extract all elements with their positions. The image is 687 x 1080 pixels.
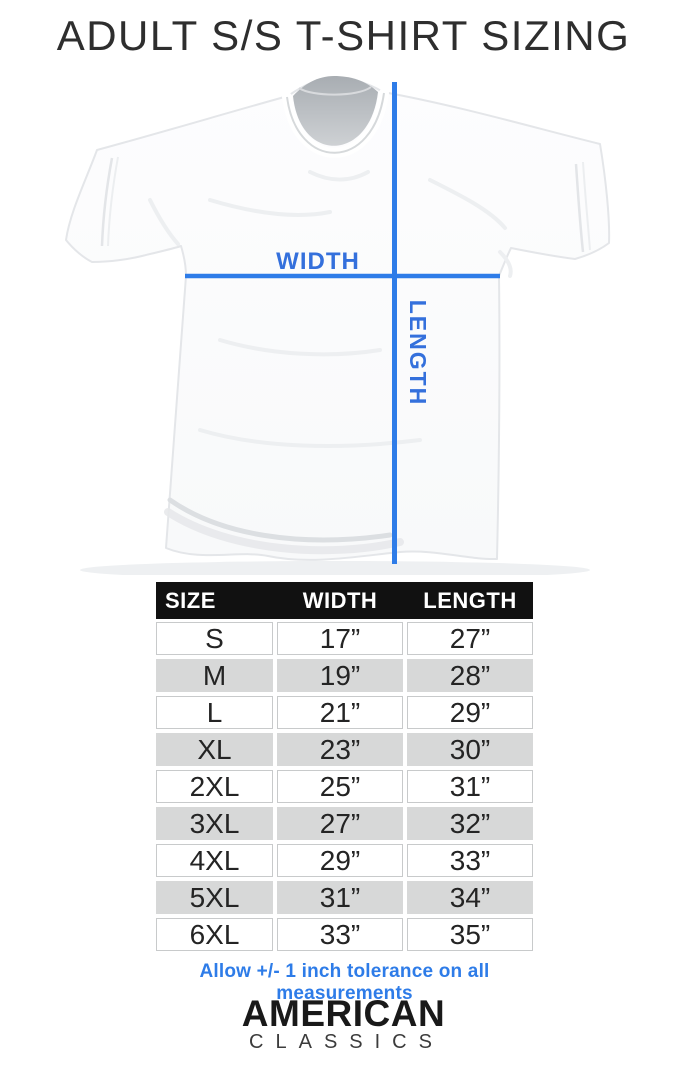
shirt-shadow xyxy=(80,561,590,579)
tshirt-diagram: WIDTH LENGTH xyxy=(40,70,640,579)
cell-size: L xyxy=(156,696,273,729)
cell-size: 6XL xyxy=(156,918,273,951)
cell-width: 27” xyxy=(277,807,403,840)
cell-width: 21” xyxy=(277,696,403,729)
cell-size: 3XL xyxy=(156,807,273,840)
left-cuff-seam xyxy=(100,157,114,247)
cell-width: 31” xyxy=(277,881,403,914)
table-row: L 21” 29” xyxy=(156,696,533,729)
cell-size: XL xyxy=(156,733,273,766)
brand-logo-secondary: CLASSICS xyxy=(249,1031,444,1053)
cell-width: 33” xyxy=(277,918,403,951)
cell-size: S xyxy=(156,622,273,655)
cell-size: 2XL xyxy=(156,770,273,803)
shirt-body xyxy=(65,77,611,561)
table-row: 5XL 31” 34” xyxy=(156,881,533,914)
size-table: SIZE WIDTH LENGTH S 17” 27” M 19” 28” L … xyxy=(156,582,533,951)
cell-length: 28” xyxy=(407,659,533,692)
hem-fold-shadow xyxy=(164,508,404,555)
cell-length: 32” xyxy=(407,807,533,840)
header-width: WIDTH xyxy=(302,587,378,613)
cell-length: 33” xyxy=(407,844,533,877)
right-cuff-seam xyxy=(574,163,585,253)
collar-ring-seam xyxy=(286,92,385,154)
cell-length: 30” xyxy=(407,733,533,766)
table-row: XL 23” 30” xyxy=(156,733,533,766)
table-row: S 17” 27” xyxy=(156,622,533,655)
cell-width: 19” xyxy=(277,659,403,692)
table-row: 6XL 33” 35” xyxy=(156,918,533,951)
table-row: 3XL 27” 32” xyxy=(156,807,533,840)
cell-size: 5XL xyxy=(156,881,273,914)
cell-length: 31” xyxy=(407,770,533,803)
right-cuff-seam-2 xyxy=(582,161,591,251)
collar-back-band xyxy=(298,86,372,96)
cell-length: 29” xyxy=(407,696,533,729)
cell-length: 27” xyxy=(407,622,533,655)
cell-width: 23” xyxy=(277,733,403,766)
size-table-body: S 17” 27” M 19” 28” L 21” 29” XL 23” 30”… xyxy=(156,622,533,951)
left-cuff-seam-2 xyxy=(107,156,119,247)
table-row: 4XL 29” 33” xyxy=(156,844,533,877)
table-row: 2XL 25” 31” xyxy=(156,770,533,803)
size-table-header: SIZE WIDTH LENGTH xyxy=(156,582,533,619)
tolerance-note: Allow +/- 1 inch tolerance on all measur… xyxy=(199,961,490,1004)
cell-width: 29” xyxy=(277,844,403,877)
cell-size: 4XL xyxy=(156,844,273,877)
table-row: M 19” 28” xyxy=(156,659,533,692)
brand-logo: AMERICAN CLASSICS xyxy=(0,993,687,1053)
cell-size: M xyxy=(156,659,273,692)
cell-width: 17” xyxy=(277,622,403,655)
cell-length: 35” xyxy=(407,918,533,951)
page-title: ADULT S/S T-SHIRT SIZING xyxy=(56,12,631,59)
header-size: SIZE xyxy=(165,587,216,613)
brand-logo-primary: AMERICAN xyxy=(241,993,446,1034)
header-length: LENGTH xyxy=(423,587,517,613)
cell-width: 25” xyxy=(277,770,403,803)
width-label: WIDTH xyxy=(276,248,360,275)
shirt-wrinkles xyxy=(148,170,513,448)
tshirt-illustration: WIDTH LENGTH xyxy=(65,76,611,579)
length-label: LENGTH xyxy=(405,300,431,407)
hem-fold xyxy=(167,497,393,543)
cell-length: 34” xyxy=(407,881,533,914)
